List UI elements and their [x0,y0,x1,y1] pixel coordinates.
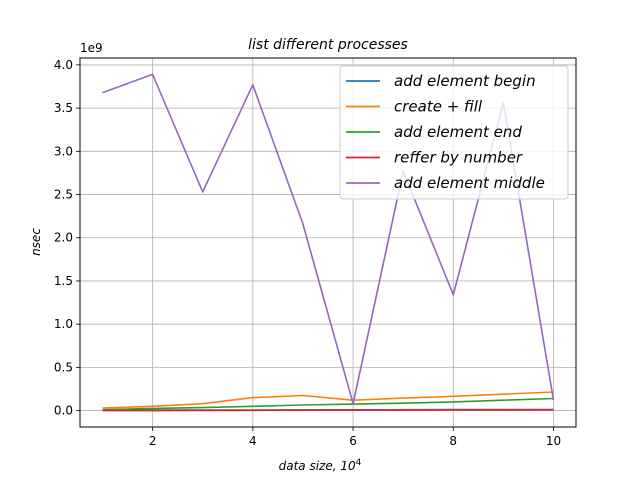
y-tick-label: 1.0 [54,317,73,331]
x-axis-label: data size, 104 [279,458,362,473]
y-tick-label: 1.5 [54,274,73,288]
y-axis-label: nsec [29,228,43,256]
series-line-create-fill [102,391,554,409]
y-tick-label: 2.0 [54,231,73,245]
y-tick-label: 4.0 [54,58,73,72]
y-tick-label: 0.5 [54,360,73,374]
y-tick-label: 3.0 [54,144,73,158]
x-axis-label-exponent: 4 [356,458,362,468]
y-tick-label: 3.5 [54,101,73,115]
x-tick-label: 2 [149,434,157,448]
x-tick-label: 4 [249,434,257,448]
y-offset-label: 1e9 [80,41,103,55]
legend-label: create + fill [394,98,483,116]
x-tick-label: 6 [349,434,357,448]
legend: add element begin create + fill add elemen… [339,65,569,200]
axis-ticks: 2 4 6 8 10 0.0 0.5 1.0 1.5 2.0 2.5 3.0 3.5 4.0 [54,58,561,448]
series-line-reffer-by-number [102,408,554,412]
x-axis-label-text: data size, 10 [279,459,356,473]
legend-label: reffer by number [394,149,523,167]
y-tick-label: 0.0 [54,404,73,418]
x-tick-label: 10 [546,434,561,448]
legend-box [339,65,569,200]
y-tick-label: 2.5 [54,188,73,202]
legend-label: add element middle [394,174,545,192]
series-line-add-element-end [102,397,554,411]
legend-label: add element begin [394,72,536,90]
legend-label: add element end [394,123,522,141]
chart-title: list different processes [248,37,408,53]
x-tick-label: 8 [449,434,457,448]
plot-frame [79,57,577,428]
